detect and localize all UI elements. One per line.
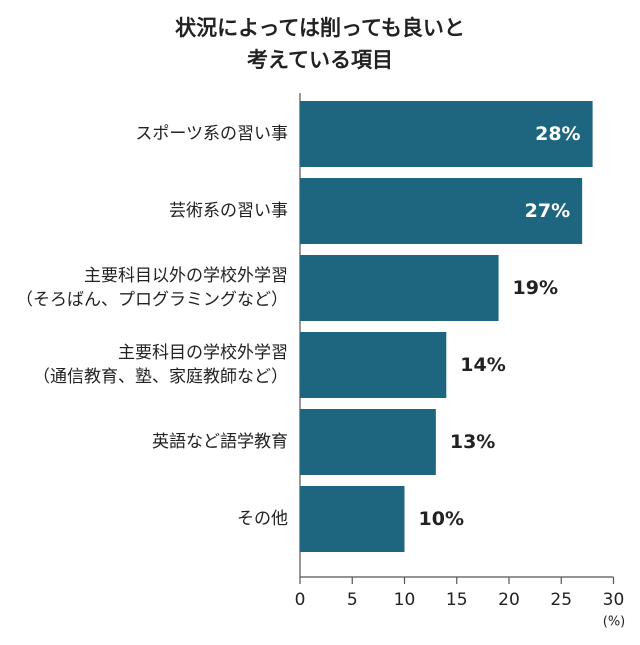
bar-6 [300,486,405,552]
x-axis-unit-label: (%) [603,615,626,630]
category-label-4-line-1: 主要科目の学校外学習 [118,343,288,363]
x-tick-label-30: 30 [603,590,625,610]
category-label-2: 芸術系の習い事 [169,201,288,221]
bar-3 [300,255,499,321]
chart-title-line-2: 考えている項目 [247,48,393,72]
category-label-5: 英語など語学教育 [152,432,288,452]
category-label-1: スポーツ系の習い事 [135,124,288,144]
x-tick-label-10: 10 [394,590,416,610]
bar-1 [300,101,593,167]
value-label-2: 27% [525,200,570,222]
category-label-3-line-2: （そろばん、プログラミングなど） [16,290,288,310]
value-label-1: 28% [535,123,580,145]
bar-5 [300,409,436,475]
x-tick-label-20: 20 [498,590,520,610]
value-label-5: 13% [450,431,495,453]
bar-4 [300,332,447,398]
x-tick-label-15: 15 [446,590,468,610]
x-tick-label-25: 25 [550,590,572,610]
x-tick-label-5: 5 [347,590,358,610]
category-label-6: その他 [237,509,288,529]
x-tick-label-0: 0 [295,590,306,610]
chart-title-line-1: 状況によっては削っても良いと [175,16,465,40]
category-label-3-line-1: 主要科目以外の学校外学習 [84,266,288,286]
value-label-4: 14% [460,354,505,376]
category-label-4-line-2: （通信教育、塾、家庭教師など） [33,366,288,387]
value-label-6: 10% [419,508,464,530]
bar-2 [300,178,583,244]
value-label-3: 19% [513,277,558,299]
